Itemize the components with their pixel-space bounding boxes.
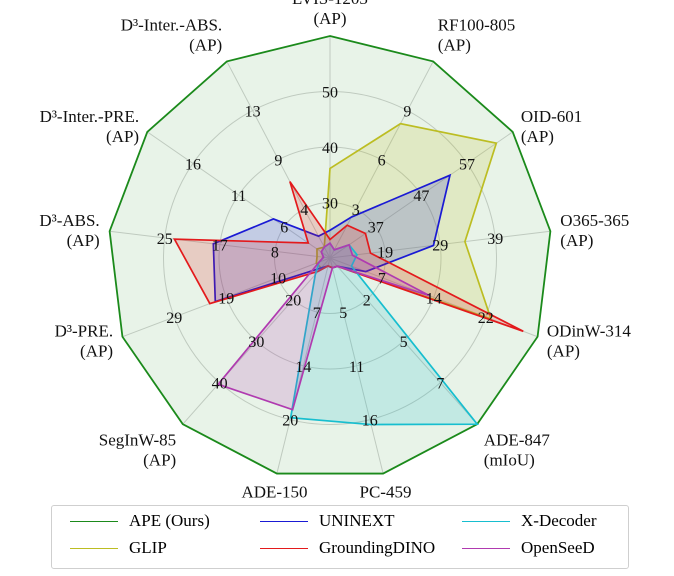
legend-swatch [462, 520, 510, 522]
legend-swatch [70, 520, 118, 522]
chart-legend: APE (Ours) UNINEXT X-Decoder GLIP GroundingD… [51, 505, 629, 569]
tick-label: 20 [285, 293, 301, 310]
tick-label: 29 [166, 310, 182, 327]
legend-item: OpenSeeD [462, 538, 595, 558]
legend-label: GroundingDINO [319, 538, 436, 557]
series-openseed [216, 242, 431, 411]
tick-label: 19 [377, 244, 393, 261]
tick-label: 29 [432, 238, 448, 255]
tick-label: 9 [403, 104, 411, 121]
axis-label: D³-ABS. (AP) [39, 211, 99, 250]
tick-label: 39 [487, 231, 503, 248]
legend-label: APE (Ours) [129, 511, 210, 530]
legend-label: OpenSeeD [521, 538, 595, 557]
tick-label: 50 [322, 85, 338, 102]
axis-label: RF100-805 (AP) [438, 16, 515, 55]
tick-label: 2 [363, 293, 371, 310]
tick-label: 11 [349, 359, 364, 376]
axis-label: ODinW-314 (AP) [547, 321, 632, 360]
tick-label: 14 [426, 290, 442, 307]
series-groundingdino [172, 181, 524, 333]
tick-label: 7 [313, 305, 321, 322]
tick-label: 7 [378, 271, 386, 288]
tick-label: 40 [322, 140, 338, 157]
axis-label: SegInW-85 (AP) [99, 431, 176, 470]
tick-label: 4 [300, 202, 308, 219]
tick-label: 6 [280, 220, 288, 237]
series-ape-ours [108, 35, 552, 475]
tick-label: 16 [185, 156, 201, 173]
tick-label: 30 [248, 334, 264, 351]
legend-item: APE (Ours) [70, 511, 210, 531]
tick-label: 8 [271, 244, 279, 261]
legend-item: GLIP [70, 538, 167, 558]
spoke-2 [329, 131, 513, 259]
legend-item: X-Decoder [462, 511, 597, 531]
axis-label: D³-Inter.-PRE. (AP) [40, 107, 140, 146]
tick-label: 10 [270, 271, 286, 288]
tick-label: 5 [400, 334, 408, 351]
tick-label: 7 [436, 376, 444, 393]
legend-swatch [260, 547, 308, 549]
spoke-8 [182, 257, 331, 425]
tick-label: 25 [157, 231, 173, 248]
legend-label: UNINEXT [319, 511, 395, 530]
spoke-10 [109, 230, 331, 259]
axis-label: ADE-847 (mIoU) [484, 431, 551, 470]
tick-label: 16 [362, 413, 378, 430]
axis-label: PC-459(mIoU) [360, 482, 412, 500]
axis-label: D³-PRE. (AP) [55, 321, 113, 360]
legend-swatch [70, 547, 118, 549]
legend-item: GroundingDINO [260, 538, 435, 558]
spoke-7 [276, 257, 331, 474]
spoke-6 [329, 257, 384, 474]
tick-label: 13 [245, 104, 261, 121]
axis-label: LVIS-1203(AP) [292, 0, 368, 28]
spoke-11 [147, 131, 331, 259]
tick-label: 20 [282, 413, 298, 430]
tick-label: 19 [218, 290, 234, 307]
tick-label: 5 [339, 305, 347, 322]
tick-label: 14 [295, 359, 311, 376]
legend-item: UNINEXT [260, 511, 395, 531]
tick-label: 37 [368, 220, 384, 237]
tick-label: 22 [478, 310, 494, 327]
legend-label: GLIP [129, 538, 167, 557]
tick-label: 47 [413, 188, 429, 205]
legend-swatch [462, 547, 510, 549]
axis-label: ADE-150(PQ) [241, 482, 307, 500]
spoke-12 [226, 61, 331, 259]
tick-label: 9 [274, 153, 282, 170]
tick-label: 17 [212, 238, 228, 255]
axis-label: O365-365 (AP) [560, 211, 629, 250]
tick-label: 57 [459, 156, 475, 173]
spoke-5 [329, 257, 478, 425]
spoke-3 [329, 230, 551, 259]
axis-label: D³-Inter.-ABS. (AP) [121, 16, 222, 55]
tick-label: 3 [352, 202, 360, 219]
legend-label: X-Decoder [521, 511, 597, 530]
tick-label: 6 [378, 153, 386, 170]
tick-label: 30 [322, 196, 338, 213]
axis-label: OID-601 (AP) [521, 107, 582, 146]
tick-label: 40 [212, 376, 228, 393]
legend-swatch [260, 520, 308, 522]
tick-label: 11 [231, 188, 246, 205]
